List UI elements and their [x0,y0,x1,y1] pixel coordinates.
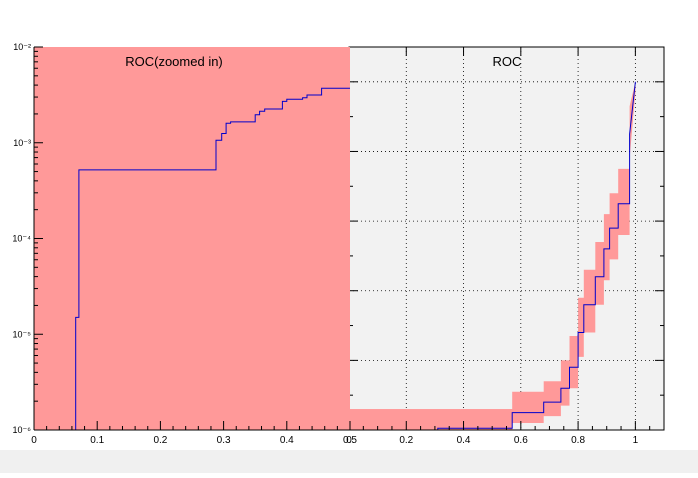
x-tick-label: 0.6 [514,435,528,446]
x-tick-label: 0.1 [90,435,104,446]
x-tick-label: 0.2 [153,435,167,446]
y-tick-label: 10⁻³ [13,138,31,148]
roc-zoomed-curve [75,87,350,430]
roc-pad: 0 0.2 0.4 0.6 0.8 1 ROC [346,46,665,446]
roc-error-band-floor [349,409,513,430]
x-tick-label: 0.2 [399,435,413,446]
roc-zoomed-plot-area [34,47,350,430]
roc-grid [348,47,664,430]
x-tick-label: 0 [31,435,37,446]
y-tick-label: 10⁻⁶ [13,425,32,435]
y-tick-label: 10⁻⁵ [13,329,32,339]
x-tick-label: 0.3 [217,435,231,446]
roc-zoomed-y-axis: 10⁻⁶ 10⁻⁵ 10⁻⁴ 10⁻³ 10⁻² [12,42,43,435]
roc-zoomed-pad: 10⁻⁶ 10⁻⁵ 10⁻⁴ 10⁻³ 10⁻² 0 0.1 0.2 0.3 0.4 0.5 RO… [12,42,357,446]
bottom-strip [0,450,698,473]
y-tick-label: 10⁻⁴ [12,234,31,244]
roc-zoomed-title: ROC(zoomed in) [125,54,223,69]
roc-title: ROC [493,54,522,69]
x-tick-label: 0.5 [343,435,357,446]
x-tick-label: 1 [633,435,639,446]
x-tick-label: 0.4 [457,435,471,446]
x-tick-label: 0 [346,435,352,446]
x-tick-label: 0.4 [280,435,294,446]
roc-curve [349,81,636,431]
roc-zoomed-x-axis: 0 0.1 0.2 0.3 0.4 0.5 [31,421,357,446]
x-tick-label: 0.8 [571,435,585,446]
y-tick-label: 10⁻² [13,42,31,52]
